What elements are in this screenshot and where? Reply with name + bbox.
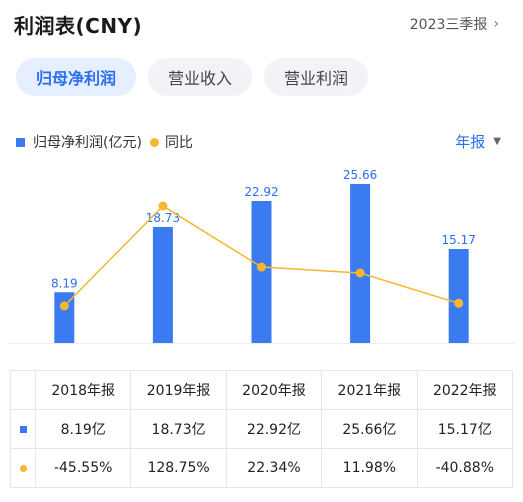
yoy-point (158, 201, 168, 211)
bar-mark (54, 292, 75, 343)
table-row-yoy: -45.55% 128.75% 22.34% 11.98% -40.88% (10, 448, 514, 488)
bar-value-label: 22.92 (244, 185, 278, 199)
table-header-cell: 2021年报 (321, 370, 418, 410)
bar-value-label: 8.19 (51, 276, 78, 290)
bar-mark (152, 226, 173, 343)
chevron-right-icon: › (493, 16, 499, 32)
bar-mark (448, 249, 469, 343)
data-table: 2018年报 2019年报 2020年报 2021年报 2022年报 8.19亿… (10, 370, 514, 488)
table-header-cell: 2019年报 (130, 370, 227, 410)
table-header-row: 2018年报 2019年报 2020年报 2021年报 2022年报 (10, 370, 514, 410)
bar-legend-marker (16, 137, 25, 147)
table-cell: 11.98% (321, 448, 418, 488)
page-title: 利润表(CNY) (14, 14, 143, 38)
table-cell: 25.66亿 (321, 409, 418, 449)
bar-value-label: 25.66 (343, 168, 377, 182)
report-type-label: 年报 (455, 133, 486, 151)
yoy-point (355, 268, 365, 278)
tab-net-profit[interactable]: 归母净利润 (16, 58, 137, 96)
report-type-dropdown[interactable]: 年报 ▼ (455, 131, 501, 152)
table-row-net-profit: 8.19亿 18.73亿 22.92亿 25.66亿 15.17亿 (10, 409, 514, 449)
table-cell: -45.55% (34, 448, 132, 488)
tab-revenue[interactable]: 营业收入 (148, 58, 253, 96)
table-cell: 22.34% (225, 448, 323, 488)
table-cell: 18.73亿 (130, 409, 227, 449)
bar-value-label: 15.17 (442, 233, 476, 247)
yoy-point (257, 262, 266, 272)
bar-mark (251, 200, 272, 343)
line-legend-label: 同比 (164, 135, 193, 151)
table-cell: 22.92亿 (225, 409, 323, 449)
table-header-cell: 2022年报 (416, 370, 514, 410)
line-legend-marker (149, 137, 159, 147)
caret-down-icon: ▼ (493, 136, 501, 147)
yoy-point (454, 298, 464, 308)
table-cell: 8.19亿 (34, 409, 132, 449)
chart-legend: 归母净利润(亿元) 同比 (16, 132, 193, 152)
line-series-marker (19, 465, 27, 472)
tab-operating-profit[interactable]: 营业利润 (264, 58, 369, 96)
bar-mark (350, 184, 371, 343)
yoy-point (59, 301, 69, 311)
table-cell: 15.17亿 (416, 409, 514, 449)
table-header-cell: 2018年报 (34, 370, 132, 410)
period-selector[interactable]: 2023三季报 › (410, 14, 499, 34)
metric-tabs: 归母净利润 营业收入 营业利润 (16, 58, 369, 96)
table-cell: 128.75% (130, 448, 227, 488)
period-label: 2023三季报 (409, 17, 488, 33)
bar-legend-label: 归母净利润(亿元) (33, 135, 142, 151)
bar-series-marker (19, 426, 27, 433)
table-cell: -40.88% (416, 448, 514, 488)
table-header-cell: 2020年报 (225, 370, 323, 410)
